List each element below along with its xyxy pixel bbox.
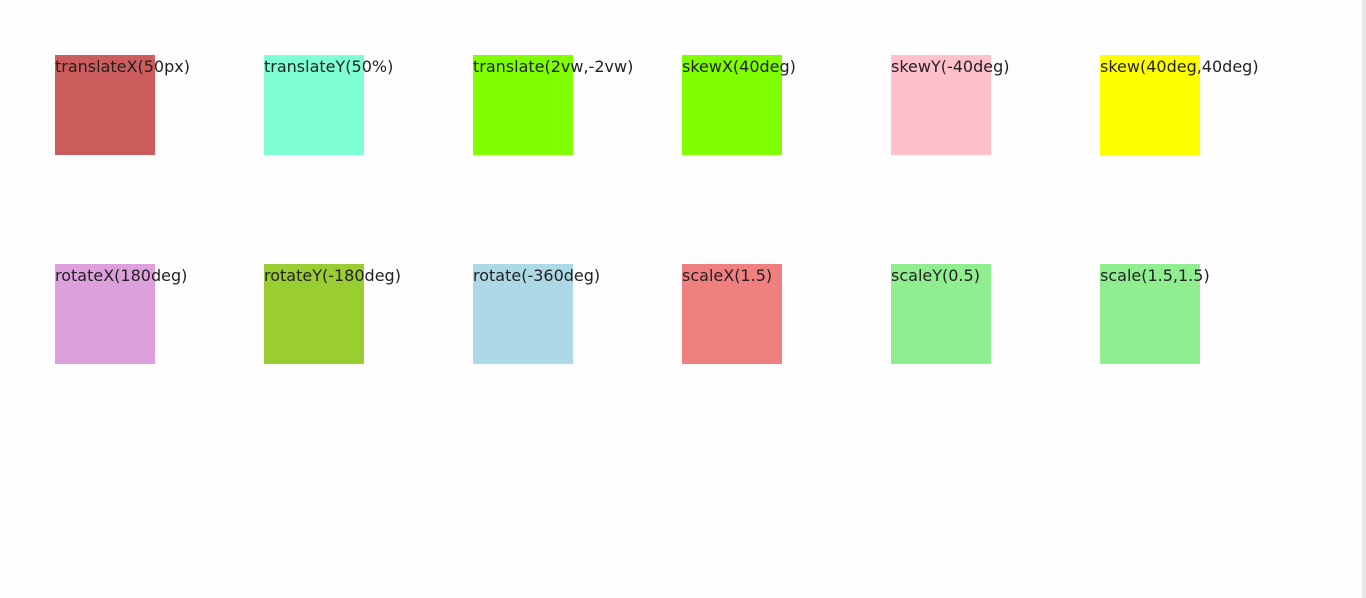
transform-box [55, 55, 155, 155]
transform-cell-scalex: scaleX(1.5) [682, 264, 891, 364]
transform-cell-scale: scale(1.5,1.5) [1100, 264, 1309, 364]
transform-box [682, 55, 782, 155]
transform-label: skewX(40deg) [682, 57, 796, 76]
transform-label: scaleY(0.5) [891, 266, 980, 285]
transform-label: rotateY(-180deg) [264, 266, 401, 285]
transform-row-2: rotateX(180deg) rotateY(-180deg) rotate(… [55, 264, 1309, 364]
transform-cell-skew: skew(40deg,40deg) [1100, 55, 1309, 155]
transform-cell-translatey: translateY(50%) [264, 55, 473, 155]
transform-box [682, 264, 782, 364]
transform-box [264, 55, 364, 155]
transform-box [891, 55, 991, 155]
transform-cell-scaley: scaleY(0.5) [891, 264, 1100, 364]
transform-label: translate(2vw,-2vw) [473, 57, 634, 76]
transform-box [264, 264, 364, 364]
transform-cell-rotate: rotate(-360deg) [473, 264, 682, 364]
transform-label: rotate(-360deg) [473, 266, 601, 285]
transform-label: skewY(-40deg) [891, 57, 1010, 76]
transform-row-1: translateX(50px) translateY(50%) transla… [55, 55, 1309, 155]
window-edge [1362, 0, 1366, 598]
transform-cell-rotatey: rotateY(-180deg) [264, 264, 473, 364]
transform-box [1100, 264, 1200, 364]
transform-label: scale(1.5,1.5) [1100, 266, 1210, 285]
transform-box [1100, 55, 1200, 155]
transform-cell-translate: translate(2vw,-2vw) [473, 55, 682, 155]
transform-cell-skewy: skewY(-40deg) [891, 55, 1100, 155]
transform-box [473, 55, 573, 155]
transform-label: skew(40deg,40deg) [1100, 57, 1259, 76]
transform-label: translateY(50%) [264, 57, 394, 76]
transform-label: scaleX(1.5) [682, 266, 773, 285]
transform-label: rotateX(180deg) [55, 266, 188, 285]
transform-box [473, 264, 573, 364]
transform-cell-rotatex: rotateX(180deg) [55, 264, 264, 364]
transform-box [55, 264, 155, 364]
transform-cell-skewx: skewX(40deg) [682, 55, 891, 155]
transform-cell-translatex: translateX(50px) [55, 55, 264, 155]
transform-label: translateX(50px) [55, 57, 190, 76]
transform-box [891, 264, 991, 364]
